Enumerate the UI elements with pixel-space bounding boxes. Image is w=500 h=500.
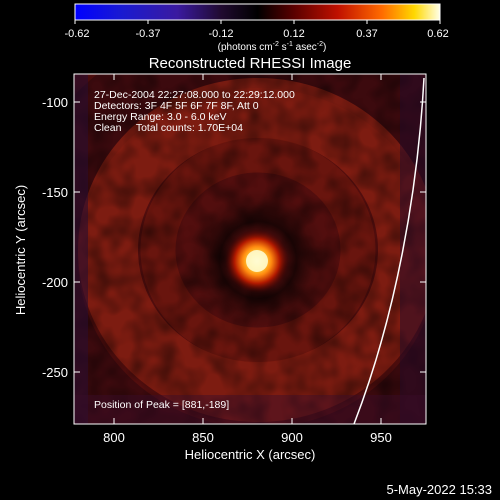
y-axis-label: Heliocentric Y (arcsec) bbox=[13, 185, 28, 315]
x-tick-label: 950 bbox=[370, 430, 392, 445]
colorbar-tick-label: 0.12 bbox=[283, 28, 304, 40]
colorbar-tick-label: -0.12 bbox=[208, 28, 233, 40]
info-clean-counts: Clean Total counts: 1.70E+04 bbox=[94, 122, 243, 134]
footer-timestamp: 5-May-2022 15:33 bbox=[386, 482, 492, 497]
colorbar-tick-label: -0.37 bbox=[135, 28, 160, 40]
observation-info: 27-Dec-2004 22:27:08.000 to 22:29:12.000… bbox=[94, 89, 295, 134]
x-tick-label: 850 bbox=[192, 430, 214, 445]
info-time-range: 27-Dec-2004 22:27:08.000 to 22:29:12.000 bbox=[94, 89, 295, 101]
plot-title: Reconstructed RHESSI Image bbox=[149, 55, 352, 72]
rhessi-image bbox=[74, 74, 426, 424]
info-detectors: Detectors: 3F 4F 5F 6F 7F 8F, Att 0 bbox=[94, 100, 259, 112]
colorbar-gradient bbox=[74, 3, 441, 21]
colorbar-tick-label: 0.62 bbox=[427, 28, 448, 40]
x-axis-label: Heliocentric X (arcsec) bbox=[185, 447, 316, 462]
axis-ticks bbox=[74, 74, 426, 424]
colorbar: -0.62 -0.37 -0.12 0.12 0.37 0.62 (photon… bbox=[64, 3, 449, 53]
y-tick-label: -100 bbox=[42, 95, 68, 110]
colorbar-unit-label: (photons cm-2 s-1 asec-2) bbox=[218, 41, 327, 53]
colorbar-tick-label: -0.62 bbox=[64, 28, 89, 40]
peak-position-label: Position of Peak = [881,-189] bbox=[94, 399, 229, 411]
y-tick-label: -250 bbox=[42, 365, 68, 380]
y-tick-label: -150 bbox=[42, 185, 68, 200]
info-energy-range: Energy Range: 3.0 - 6.0 keV bbox=[94, 111, 227, 123]
y-tick-label: -200 bbox=[42, 275, 68, 290]
plot-frame bbox=[73, 73, 427, 425]
x-tick-label: 900 bbox=[281, 430, 303, 445]
colorbar-tick-label: 0.37 bbox=[356, 28, 377, 40]
x-tick-label: 800 bbox=[103, 430, 125, 445]
solar-limb bbox=[353, 77, 425, 424]
colorbar-ticks bbox=[74, 20, 441, 24]
